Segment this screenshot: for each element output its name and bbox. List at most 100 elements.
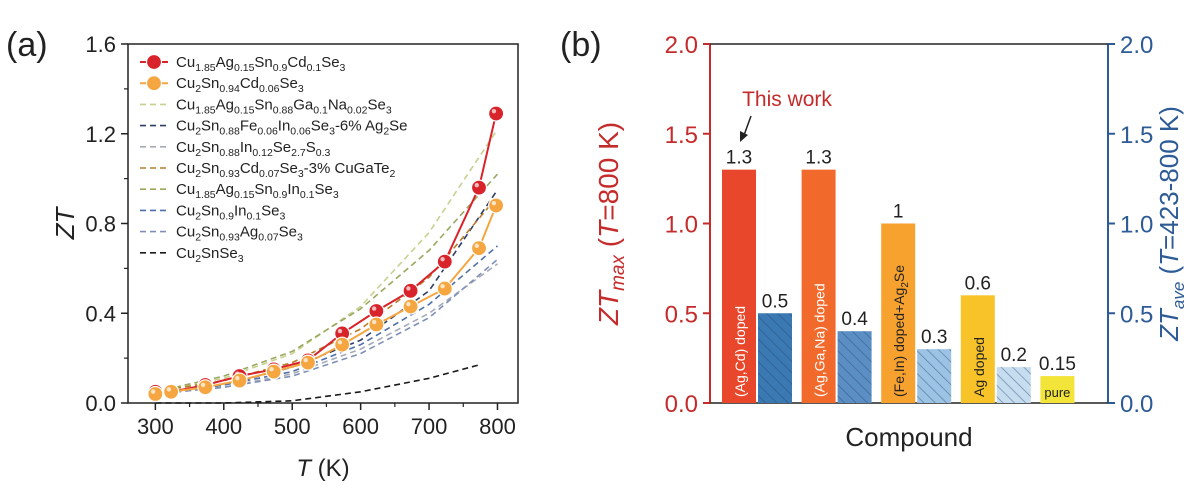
text-run: -6% Ag — [335, 118, 383, 135]
series-line-s7 — [155, 173, 499, 393]
subscript: 0.06 — [290, 126, 311, 138]
data-point-s2 — [402, 298, 419, 315]
x-axis-label-unit: (K) — [311, 455, 350, 482]
left-y-tick-label: 0.0 — [665, 391, 698, 418]
legend-label-s1: Cu1.85Ag0.15Sn0.9Cd0.1Se3 — [176, 54, 346, 74]
x-axis-label-var: T — [296, 455, 313, 482]
text-run: Se — [279, 75, 297, 92]
bar-category-label: pure — [1044, 385, 1070, 400]
text-run: Sn — [201, 75, 219, 92]
text-run: Se — [315, 181, 333, 198]
bar-zt-max-value: 1.3 — [805, 148, 831, 169]
subscript: 2 — [195, 232, 201, 244]
legend-label-s4: Cu2Sn0.88Fe0.06In0.06Se3-6% Ag2Se — [176, 118, 408, 138]
text-run: -3% CuGaTe — [304, 160, 390, 177]
annotation-this-work: This work — [742, 88, 832, 111]
right-y-axis-label: ZTave (T=423-800 K) — [1154, 106, 1188, 342]
subscript: 2.7 — [291, 147, 306, 159]
bar-zt-max — [722, 169, 756, 403]
subscript: 0.93 — [219, 168, 240, 180]
subscript: 2 — [383, 126, 389, 138]
bar-zt-max — [881, 223, 916, 403]
label-rest: =800 K) — [593, 122, 624, 221]
x-tick-label: 300 — [137, 414, 174, 439]
x-axis-label: Compound — [845, 422, 972, 452]
subscript: 0.02 — [347, 104, 368, 116]
label-main: ZT — [593, 289, 624, 326]
subscript: 0.88 — [219, 147, 240, 159]
bar-category-label: (Ag,Ga,Na) doped — [812, 283, 828, 397]
data-point-s2 — [163, 383, 180, 400]
subscript: 3 — [298, 83, 304, 95]
bar-category-label: Ag doped — [971, 337, 987, 397]
data-point-s1 — [436, 253, 453, 270]
subscript: 0.1 — [307, 62, 322, 74]
bar-zt-max — [1040, 376, 1075, 403]
text-run: Ga — [293, 96, 314, 113]
data-point-s1 — [470, 179, 488, 196]
subscript: 0.06 — [257, 126, 278, 138]
right-y-tick-label: 1.5 — [1120, 122, 1153, 149]
bar-zt-ave-value: 0.4 — [841, 309, 868, 330]
legend-label-s3: Cu1.85Ag0.15Sn0.88Ga0.1Na0.02Se3 — [176, 96, 392, 116]
legend-marker-s1 — [145, 53, 163, 71]
subscript: 2 — [195, 210, 201, 222]
label-open: ( — [1154, 265, 1184, 281]
x-axis-label: T (K) — [296, 455, 349, 482]
data-point-highlight — [200, 382, 206, 388]
bar-category-label: (Fe,In) doped+Ag2Se — [891, 265, 911, 397]
subscript: 2 — [900, 282, 911, 288]
data-point-highlight — [406, 301, 411, 307]
data-point-highlight — [303, 358, 308, 363]
data-point-highlight — [166, 387, 172, 392]
data-point-highlight — [440, 283, 445, 289]
y-axis-label: ZT — [50, 206, 80, 241]
text-run: Se — [891, 265, 907, 282]
text-run: (Ag,Ga,Na) doped — [812, 283, 828, 397]
subscript: 1.85 — [195, 189, 216, 201]
right-y-tick-label: 2.0 — [1120, 32, 1153, 59]
subscript: 0.1 — [247, 210, 262, 222]
subscript: 3 — [340, 62, 346, 74]
text-run: Cd — [240, 75, 259, 92]
bar-zt-ave-value: 0.5 — [762, 291, 788, 312]
legend-label-s7: Cu1.85Ag0.15Sn0.9In0.1Se3 — [176, 181, 339, 201]
text-run: Sn — [254, 96, 272, 113]
text-run: Cu — [176, 75, 195, 92]
bar-zt-ave — [758, 313, 792, 403]
text-run: (Ag,Cd) doped — [732, 306, 748, 397]
bar-zt-ave-value: 0.3 — [921, 327, 947, 348]
text-run: In — [240, 139, 253, 156]
text-run: Ag — [216, 54, 234, 71]
subscript: 3 — [238, 253, 244, 265]
data-point-s2 — [197, 379, 214, 396]
data-point-highlight — [337, 340, 343, 345]
label-open: ( — [593, 237, 624, 255]
right-y-tick-label: 0.5 — [1120, 301, 1153, 328]
left-y-tick-label: 2.0 — [665, 32, 698, 59]
subscript: 1.85 — [195, 104, 216, 116]
text-run: S — [306, 139, 316, 156]
text-run: Sn — [254, 54, 272, 71]
label-rest: =423-800 K) — [1154, 106, 1184, 250]
bar-zt-ave — [996, 367, 1031, 403]
series-line-s10 — [155, 364, 480, 404]
text-run: Sn — [201, 118, 219, 135]
subscript: 0.94 — [219, 83, 240, 95]
x-tick-label: 700 — [411, 414, 448, 439]
subscript: 0.1 — [300, 189, 315, 201]
subscript: 0.88 — [219, 126, 240, 138]
subscript: 3 — [333, 189, 339, 201]
subscript: 3 — [297, 232, 303, 244]
data-point-s2 — [231, 372, 248, 389]
bar-category-label: (Ag,Cd) doped — [732, 306, 748, 397]
data-point-s2 — [265, 363, 282, 380]
text-run: Cu — [176, 181, 195, 198]
subscript: 2 — [195, 253, 201, 265]
text-run: pure — [1044, 385, 1070, 400]
subscript: 0.1 — [313, 104, 328, 116]
text-run: Sn — [201, 202, 219, 219]
subscript: 3 — [279, 210, 285, 222]
left-y-tick-label: 1.0 — [665, 212, 698, 239]
